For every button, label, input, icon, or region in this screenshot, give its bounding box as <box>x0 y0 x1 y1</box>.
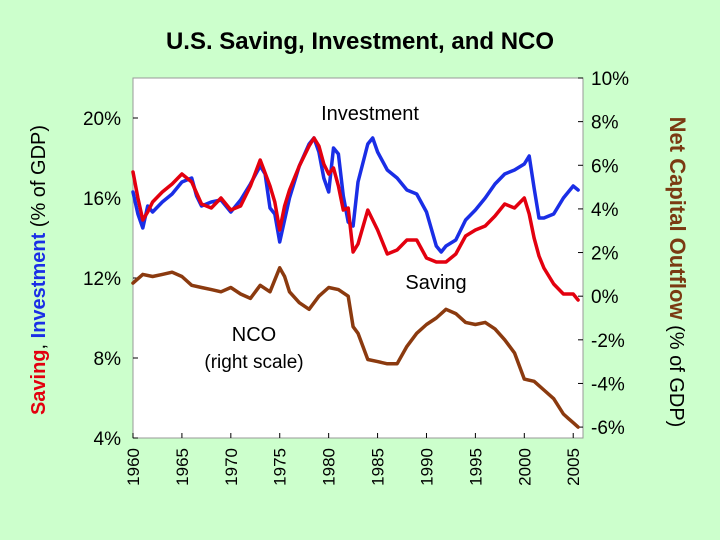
right-tick-label: -2% <box>591 331 625 352</box>
right-tick-label: 10% <box>591 69 629 90</box>
x-tick-label: 1980 <box>320 448 339 486</box>
x-tick-label: 1995 <box>466 448 485 486</box>
right-axis-label-main: Net Capital Outflow <box>665 117 690 321</box>
x-tick-label: 1985 <box>369 448 388 486</box>
saving-annotation: Saving <box>405 272 466 294</box>
right-tick-label: 6% <box>591 156 619 177</box>
right-tick-label: -6% <box>591 418 625 439</box>
x-tick-label: 1960 <box>124 448 143 486</box>
left-tick-label: 12% <box>83 269 121 290</box>
chart-title: U.S. Saving, Investment, and NCO <box>165 28 555 55</box>
plot-area <box>132 77 584 439</box>
left-tick-label: 8% <box>94 349 122 370</box>
right-tick-label: 2% <box>591 244 619 265</box>
right-axis-label-unit: (% of GDP) <box>665 320 687 428</box>
left-tick-label: 16% <box>83 189 121 210</box>
left-tick-label: 4% <box>94 429 122 450</box>
left-axis-label-part: (% of GDP) <box>28 125 50 233</box>
investment-annotation: Investment <box>321 103 419 125</box>
nco-line <box>131 266 580 429</box>
x-tick-label: 2000 <box>515 448 534 486</box>
nco-annotation: NCO <box>232 324 276 346</box>
left-axis-label: Saving, Investment (% of GDP) <box>28 125 50 415</box>
x-tick-label: 1970 <box>222 448 241 486</box>
right-tick-label: 0% <box>591 287 619 308</box>
x-tick-label: 1975 <box>271 448 290 486</box>
nco-scale-note: (right scale) <box>204 352 303 373</box>
right-tick-label: 4% <box>591 200 619 221</box>
right-axis-label: Net Capital Outflow (% of GDP) <box>665 117 690 428</box>
left-tick-label: 20% <box>83 109 121 130</box>
left-axis-label-part: Investment <box>28 232 50 338</box>
x-tick-label: 1965 <box>173 448 192 486</box>
x-tick-label: 1990 <box>417 448 436 486</box>
x-tick-label: 2005 <box>564 448 583 486</box>
right-tick-label: -4% <box>591 374 625 395</box>
left-axis-label-part: Saving <box>28 349 50 415</box>
right-tick-label: 8% <box>591 113 619 134</box>
left-axis-label-part: , <box>28 338 50 349</box>
saving-line <box>131 136 580 302</box>
